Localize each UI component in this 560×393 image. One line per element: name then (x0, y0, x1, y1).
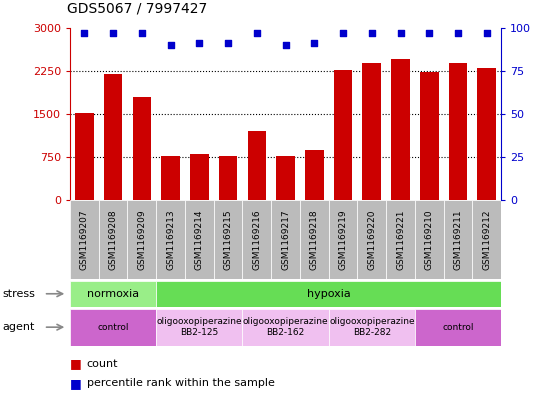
Bar (362, 63, 381, 200)
Text: GSM1169212: GSM1169212 (482, 209, 491, 270)
Text: GSM1169208: GSM1169208 (109, 209, 118, 270)
Bar (449, 63, 468, 200)
Bar (133, 97, 151, 200)
Bar (99, 200, 128, 279)
Bar (305, 150, 324, 200)
Text: GSM1169210: GSM1169210 (425, 209, 434, 270)
Bar (415, 200, 444, 279)
Bar (214, 200, 242, 279)
Point (396, 29, 405, 36)
Text: oligooxopiperazine
BB2-125: oligooxopiperazine BB2-125 (157, 318, 242, 337)
Bar (473, 200, 501, 279)
Text: hypoxia: hypoxia (307, 289, 351, 299)
Point (367, 29, 376, 36)
Bar (248, 131, 266, 200)
Text: control: control (97, 323, 129, 332)
Point (137, 29, 146, 36)
Bar (190, 154, 209, 200)
Text: stress: stress (3, 289, 36, 299)
Bar (300, 200, 329, 279)
Point (223, 40, 232, 46)
Text: oligooxopiperazine
BB2-162: oligooxopiperazine BB2-162 (243, 318, 328, 337)
Point (339, 29, 348, 36)
Text: GSM1169207: GSM1169207 (80, 209, 89, 270)
Bar (271, 200, 300, 279)
Text: agent: agent (3, 322, 35, 332)
Text: GSM1169221: GSM1169221 (396, 209, 405, 270)
Bar (357, 200, 386, 279)
Bar (329, 309, 415, 346)
Bar (161, 156, 180, 200)
Text: GSM1169213: GSM1169213 (166, 209, 175, 270)
Bar (478, 68, 496, 200)
Bar (156, 281, 501, 307)
Text: GSM1169215: GSM1169215 (223, 209, 232, 270)
Bar (156, 309, 242, 346)
Bar (444, 200, 473, 279)
Text: percentile rank within the sample: percentile rank within the sample (87, 378, 274, 388)
Point (425, 29, 434, 36)
Text: GSM1169211: GSM1169211 (454, 209, 463, 270)
Bar (242, 309, 329, 346)
Text: ■: ■ (70, 376, 82, 390)
Text: GSM1169209: GSM1169209 (137, 209, 146, 270)
Bar (276, 156, 295, 200)
Bar (242, 200, 271, 279)
Point (454, 29, 463, 36)
Text: oligooxopiperazine
BB2-282: oligooxopiperazine BB2-282 (329, 318, 414, 337)
Text: ■: ■ (70, 357, 82, 370)
Bar (420, 72, 438, 200)
Bar (391, 59, 410, 200)
Bar (128, 200, 156, 279)
Bar (104, 74, 123, 200)
Bar (156, 200, 185, 279)
Bar (185, 200, 214, 279)
Bar (219, 156, 237, 200)
Bar (386, 200, 415, 279)
Point (310, 40, 319, 46)
Text: GSM1169216: GSM1169216 (253, 209, 262, 270)
Point (166, 42, 175, 48)
Text: GSM1169214: GSM1169214 (195, 209, 204, 270)
Text: control: control (442, 323, 474, 332)
Point (80, 29, 89, 36)
Text: GSM1169219: GSM1169219 (339, 209, 348, 270)
Point (482, 29, 491, 36)
Text: GDS5067 / 7997427: GDS5067 / 7997427 (67, 2, 207, 16)
Text: GSM1169220: GSM1169220 (367, 209, 376, 270)
Bar (70, 281, 156, 307)
Text: GSM1169218: GSM1169218 (310, 209, 319, 270)
Point (109, 29, 118, 36)
Point (195, 40, 204, 46)
Bar (329, 200, 357, 279)
Text: GSM1169217: GSM1169217 (281, 209, 290, 270)
Point (253, 29, 262, 36)
Bar (70, 200, 99, 279)
Text: count: count (87, 358, 118, 369)
Bar (70, 309, 156, 346)
Text: normoxia: normoxia (87, 289, 139, 299)
Point (281, 42, 290, 48)
Bar (75, 113, 94, 200)
Bar (415, 309, 501, 346)
Bar (334, 70, 352, 200)
